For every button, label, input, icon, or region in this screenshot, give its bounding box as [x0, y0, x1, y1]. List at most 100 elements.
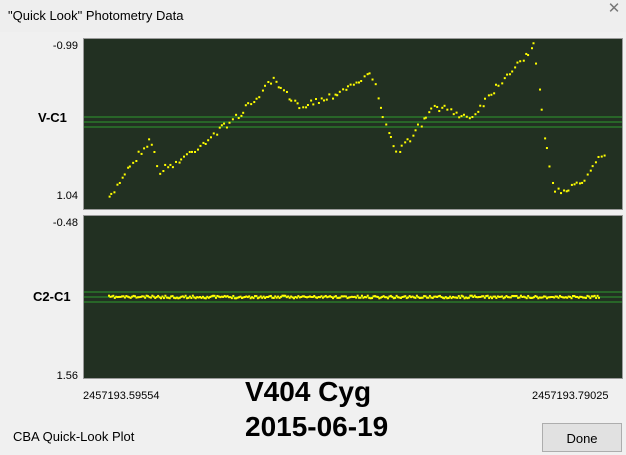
data-point	[488, 297, 491, 300]
star-name: V404 Cyg	[245, 376, 372, 407]
data-point	[266, 296, 269, 299]
data-point	[491, 297, 494, 300]
data-point	[220, 124, 223, 127]
data-point	[374, 83, 377, 86]
data-point	[154, 297, 157, 300]
data-point	[312, 103, 315, 106]
data-point	[424, 295, 427, 298]
data-point	[570, 297, 573, 300]
data-point	[314, 296, 317, 299]
data-point	[521, 296, 524, 299]
data-point	[363, 75, 366, 78]
data-point	[193, 296, 196, 299]
data-point	[156, 165, 159, 168]
data-point	[577, 296, 580, 299]
data-point	[468, 117, 471, 120]
data-point	[352, 83, 355, 86]
data-point	[267, 81, 270, 84]
data-point	[304, 295, 307, 298]
data-point	[240, 114, 243, 117]
data-point	[449, 295, 452, 298]
data-point	[143, 147, 146, 150]
data-point	[317, 101, 320, 104]
data-point	[336, 94, 339, 97]
data-point	[115, 295, 118, 298]
data-point	[423, 117, 426, 120]
data-point	[171, 166, 174, 169]
data-point	[394, 296, 397, 299]
data-point	[440, 296, 443, 299]
data-point	[183, 155, 186, 158]
data-point	[594, 161, 597, 164]
data-point	[418, 296, 421, 299]
data-point	[597, 155, 600, 158]
data-point	[144, 296, 147, 299]
data-point	[272, 76, 275, 79]
data-point	[552, 181, 555, 184]
data-point	[258, 296, 261, 299]
data-point	[360, 294, 363, 297]
data-point	[485, 294, 488, 297]
data-point	[545, 297, 548, 300]
data-point	[369, 297, 372, 300]
data-point	[207, 296, 210, 299]
data-point	[371, 297, 374, 300]
data-point	[158, 296, 161, 299]
data-point	[566, 296, 569, 299]
data-point	[430, 296, 433, 299]
done-button[interactable]: Done	[542, 423, 622, 452]
data-point	[550, 295, 553, 298]
data-point	[230, 297, 233, 300]
data-point	[362, 296, 365, 299]
data-point	[233, 297, 236, 300]
data-point	[395, 294, 398, 297]
data-point	[547, 296, 550, 299]
data-point	[372, 295, 375, 298]
data-point	[573, 295, 576, 298]
data-point	[148, 138, 151, 141]
data-point	[223, 294, 226, 297]
data-point	[573, 183, 576, 186]
data-point	[136, 296, 139, 299]
data-point	[519, 60, 522, 63]
data-point	[495, 297, 498, 300]
data-point	[444, 296, 447, 299]
data-point	[290, 99, 293, 102]
data-point	[389, 294, 392, 297]
data-point	[173, 296, 176, 299]
data-point	[470, 294, 473, 297]
close-icon[interactable]: ✕	[607, 0, 621, 17]
data-point	[261, 296, 264, 299]
data-point	[381, 116, 384, 119]
data-point	[496, 295, 499, 298]
data-point	[247, 102, 250, 105]
data-point	[238, 296, 241, 299]
data-point	[214, 296, 217, 299]
data-point	[284, 294, 287, 297]
data-point	[561, 296, 564, 299]
data-point	[402, 295, 405, 298]
data-point	[535, 62, 538, 65]
data-point	[242, 296, 245, 299]
window-title: "Quick Look" Photometry Data	[8, 8, 184, 23]
data-point	[303, 295, 306, 298]
data-point	[291, 296, 294, 299]
data-point	[135, 160, 138, 163]
data-point	[164, 163, 167, 166]
data-point	[128, 165, 131, 168]
data-point	[590, 295, 593, 298]
data-point	[311, 296, 314, 299]
data-point	[113, 191, 116, 194]
data-point	[424, 116, 427, 119]
data-point	[110, 295, 113, 298]
data-point	[359, 296, 362, 299]
data-point	[404, 141, 407, 144]
data-point	[596, 294, 599, 297]
data-point	[525, 52, 528, 55]
data-point	[406, 138, 409, 141]
data-point	[235, 297, 238, 300]
data-point	[368, 72, 371, 75]
data-point	[441, 296, 444, 299]
data-point	[178, 296, 181, 299]
data-point	[180, 158, 183, 161]
